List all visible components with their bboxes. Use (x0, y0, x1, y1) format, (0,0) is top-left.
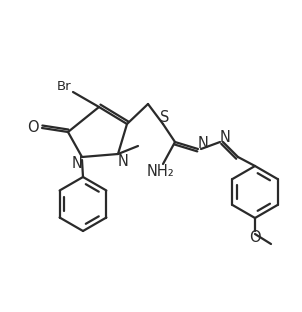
Text: N: N (220, 129, 230, 144)
Text: N: N (117, 154, 128, 168)
Text: N: N (72, 155, 82, 170)
Text: Br: Br (57, 80, 71, 94)
Text: O: O (249, 231, 261, 246)
Text: S: S (160, 110, 170, 125)
Text: O: O (27, 120, 39, 135)
Text: NH₂: NH₂ (147, 164, 175, 179)
Text: N: N (198, 137, 208, 152)
